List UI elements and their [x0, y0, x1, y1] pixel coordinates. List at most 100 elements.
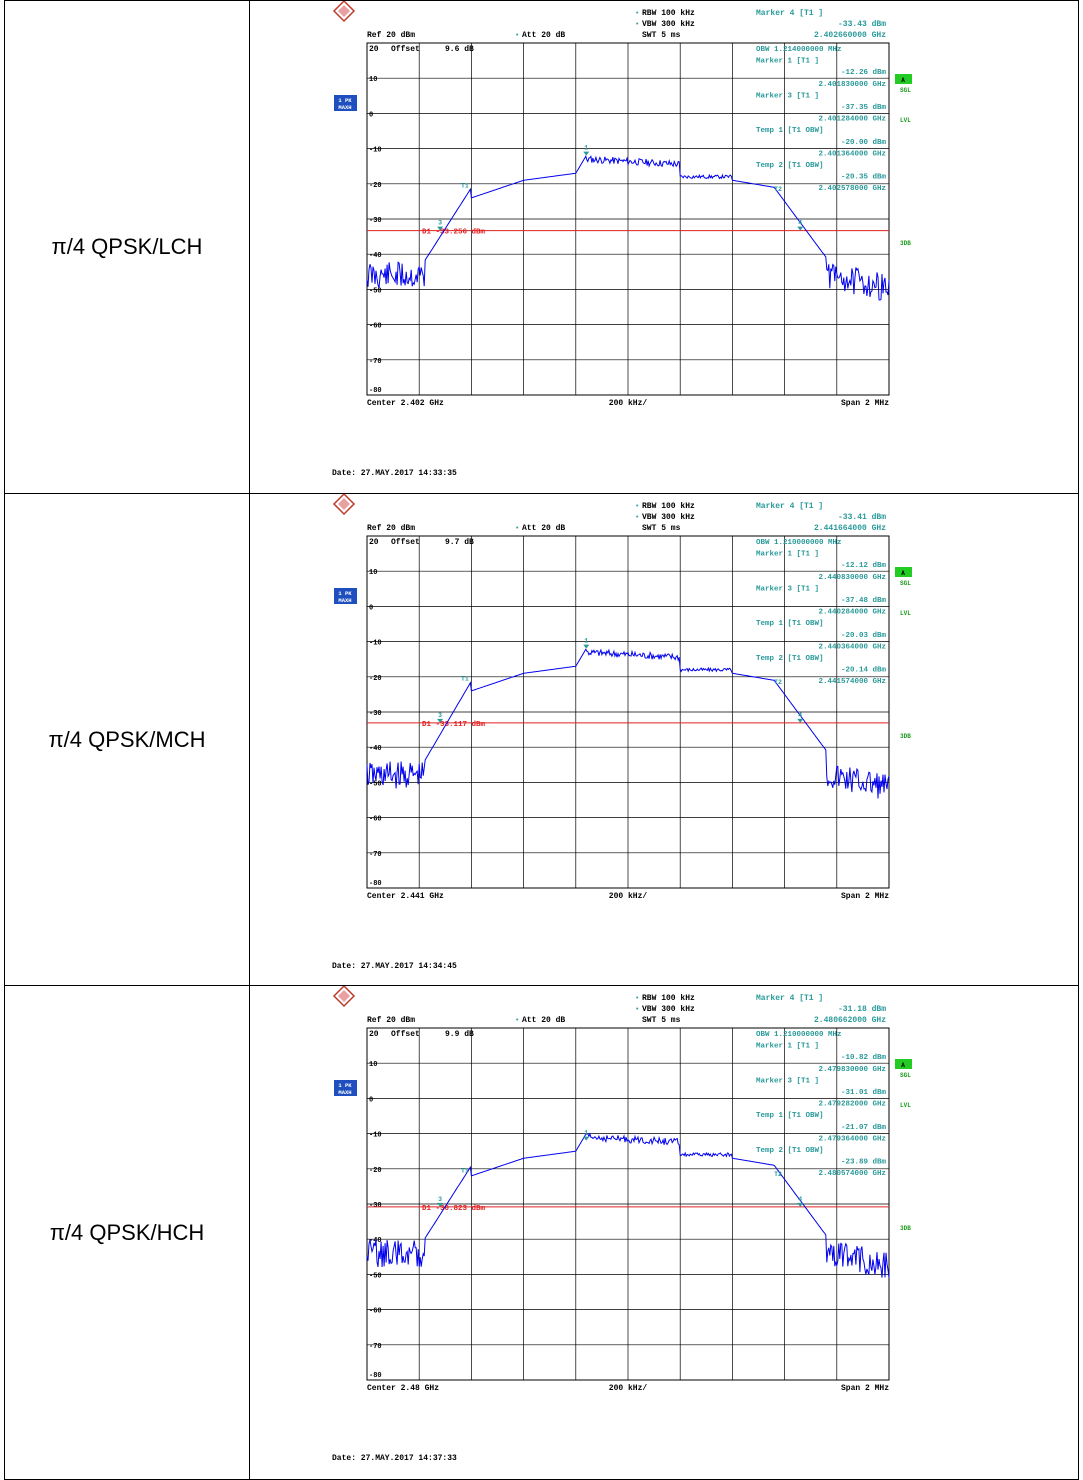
- capture-date-label: Date: 27.MAY.2017 14:34:45: [332, 962, 457, 971]
- marker-readout-line: 2.440364000 GHz: [818, 643, 886, 651]
- marker-readout-line: OBW 1.210000000 MHz: [756, 539, 842, 547]
- vbw-flag-icon: •: [636, 1006, 639, 1013]
- marker-frequency: 2.441664000 GHz: [814, 524, 886, 533]
- y-tick-label: -20: [369, 1167, 382, 1175]
- trace-mode-label: MAXH: [338, 1089, 351, 1096]
- marker-readout-line: 2.440284000 GHz: [818, 609, 886, 617]
- y-tick-label: 20: [369, 45, 379, 54]
- y-tick-label: -70: [369, 1343, 382, 1351]
- spectrum-plot-cell: • RBW 100 kHz • VBW 300 kHz SWT 5 ms Marker 4…: [249, 0, 1079, 494]
- status-a-badge: [895, 74, 912, 84]
- marker-3-tag: 3: [438, 712, 442, 719]
- marker-readout-line: -23.89 dBm: [841, 1159, 887, 1167]
- att-flag-icon: •: [516, 32, 519, 39]
- marker-4-tag: 4: [798, 1196, 802, 1203]
- spectrum-analyzer-screenshot: • RBW 100 kHz • VBW 300 kHz SWT 5 ms Marker 4…: [250, 494, 1078, 984]
- attenuation-label: Att 20 dB: [522, 31, 565, 40]
- per-division-label: 200 kHz/: [609, 1384, 648, 1393]
- marker-readout-line: Temp 1 [T1 OBW]: [756, 127, 824, 135]
- trace-label: 1 PK: [338, 590, 352, 597]
- y-tick-label: 20: [369, 1030, 379, 1039]
- center-frequency-label: Center 2.441 GHz: [367, 892, 444, 901]
- marker-readout-line: -12.12 dBm: [841, 562, 887, 570]
- marker-readout-line: Temp 1 [T1 OBW]: [756, 620, 824, 628]
- y-tick-label: -70: [369, 358, 382, 366]
- table-row: π/4 QPSK/LCH • RBW 100 kHz • VBW 300 kHz SWT …: [4, 0, 1079, 494]
- y-tick-label: 10: [369, 76, 377, 84]
- sgl-label: SGL: [900, 87, 911, 94]
- offset-value: 9.6 dB: [445, 45, 474, 54]
- graticule: [366, 42, 890, 396]
- rbw-label: RBW 100 kHz: [642, 502, 695, 511]
- lvl-label: LVL: [900, 117, 911, 124]
- y-tick-label: -80: [369, 387, 382, 395]
- y-tick-label: -30: [369, 1202, 382, 1210]
- marker-readout-line: Marker 1 [T1 ]: [756, 58, 819, 66]
- marker-readout-line: -21.07 dBm: [841, 1124, 887, 1132]
- att-flag-icon: •: [516, 525, 519, 532]
- marker-readout-line: OBW 1.210000000 MHz: [756, 1031, 842, 1039]
- attenuation-label: Att 20 dB: [522, 1016, 565, 1025]
- capture-date-label: Date: 27.MAY.2017 14:33:35: [332, 469, 457, 478]
- marker-header: Marker 4 [T1 ]: [756, 994, 823, 1003]
- marker-readout-line: 2.440830000 GHz: [818, 574, 886, 582]
- marker-readout-line: -10.82 dBm: [841, 1054, 887, 1062]
- temp-2-tag: T2: [774, 1171, 782, 1178]
- y-tick-label: 0: [369, 604, 373, 612]
- marker-4-tag-icon: [797, 226, 804, 231]
- center-frequency-label: Center 2.48 GHz: [367, 1384, 439, 1393]
- marker-readout-line: Marker 1 [T1 ]: [756, 551, 819, 559]
- vbw-flag-icon: •: [636, 514, 639, 521]
- per-division-label: 200 kHz/: [609, 892, 648, 901]
- marker-header: Marker 4 [T1 ]: [756, 502, 823, 511]
- marker-readout-line: 2.401830000 GHz: [818, 81, 886, 89]
- marker-readout-line: Temp 1 [T1 OBW]: [756, 1112, 824, 1120]
- y-tick-label: -70: [369, 851, 382, 859]
- y-tick-label: 0: [369, 111, 373, 119]
- marker-1-tag-icon: [583, 151, 590, 156]
- offset-label: Offset: [391, 45, 420, 54]
- status-a-badge: [895, 567, 912, 577]
- table-row: π/4 QPSK/HCH • RBW 100 kHz • VBW 300 kHz SWT …: [4, 985, 1079, 1480]
- vbw-flag-icon: •: [636, 21, 639, 28]
- sweep-time-label: SWT 5 ms: [642, 524, 681, 533]
- spectrum-trace: [366, 648, 890, 799]
- marker-1-tag-icon: [583, 644, 590, 649]
- marker-3-tag-icon: [437, 1202, 444, 1207]
- marker-readout-line: 2.479830000 GHz: [818, 1066, 886, 1074]
- ref-level-label: Ref 20 dBm: [367, 31, 415, 40]
- marker-readout-line: -20.14 dBm: [841, 667, 887, 675]
- trace-label: 1 PK: [338, 1082, 352, 1089]
- rs-logo-icon: [332, 494, 356, 516]
- status-a-badge: [895, 1059, 912, 1069]
- temp-2-tag: T2: [774, 679, 782, 686]
- status-a-label: A: [901, 570, 905, 577]
- y-tick-label: -50: [369, 1272, 382, 1280]
- temp-1-tag: T1: [461, 182, 469, 189]
- marker-readout-line: Marker 1 [T1 ]: [756, 1043, 819, 1051]
- three-db-label: 3DB: [900, 733, 911, 740]
- center-frequency-label: Center 2.402 GHz: [367, 399, 444, 408]
- y-tick-label: -60: [369, 1308, 382, 1316]
- rbw-flag-icon: •: [636, 503, 639, 510]
- offset-value: 9.7 dB: [445, 538, 474, 547]
- three-db-label: 3DB: [900, 240, 911, 247]
- rbw-label: RBW 100 kHz: [642, 9, 695, 18]
- ref-level-label: Ref 20 dBm: [367, 1016, 415, 1025]
- test-mode-label: π/4 QPSK/HCH: [4, 985, 250, 1480]
- marker-readout-line: -37.48 dBm: [841, 597, 887, 605]
- y-tick-label: -40: [369, 252, 382, 260]
- y-tick-label: -10: [369, 147, 382, 155]
- marker-value: -31.18 dBm: [838, 1005, 886, 1014]
- rbw-label: RBW 100 kHz: [642, 994, 695, 1003]
- y-tick-label: 20: [369, 538, 379, 547]
- marker-1-tag: 1: [584, 145, 588, 152]
- sgl-label: SGL: [900, 580, 911, 587]
- capture-date-label: Date: 27.MAY.2017 14:37:33: [332, 1454, 457, 1463]
- marker-readout-line: Marker 3 [T1 ]: [756, 92, 819, 100]
- attenuation-label: Att 20 dB: [522, 524, 565, 533]
- y-tick-label: -10: [369, 1132, 382, 1140]
